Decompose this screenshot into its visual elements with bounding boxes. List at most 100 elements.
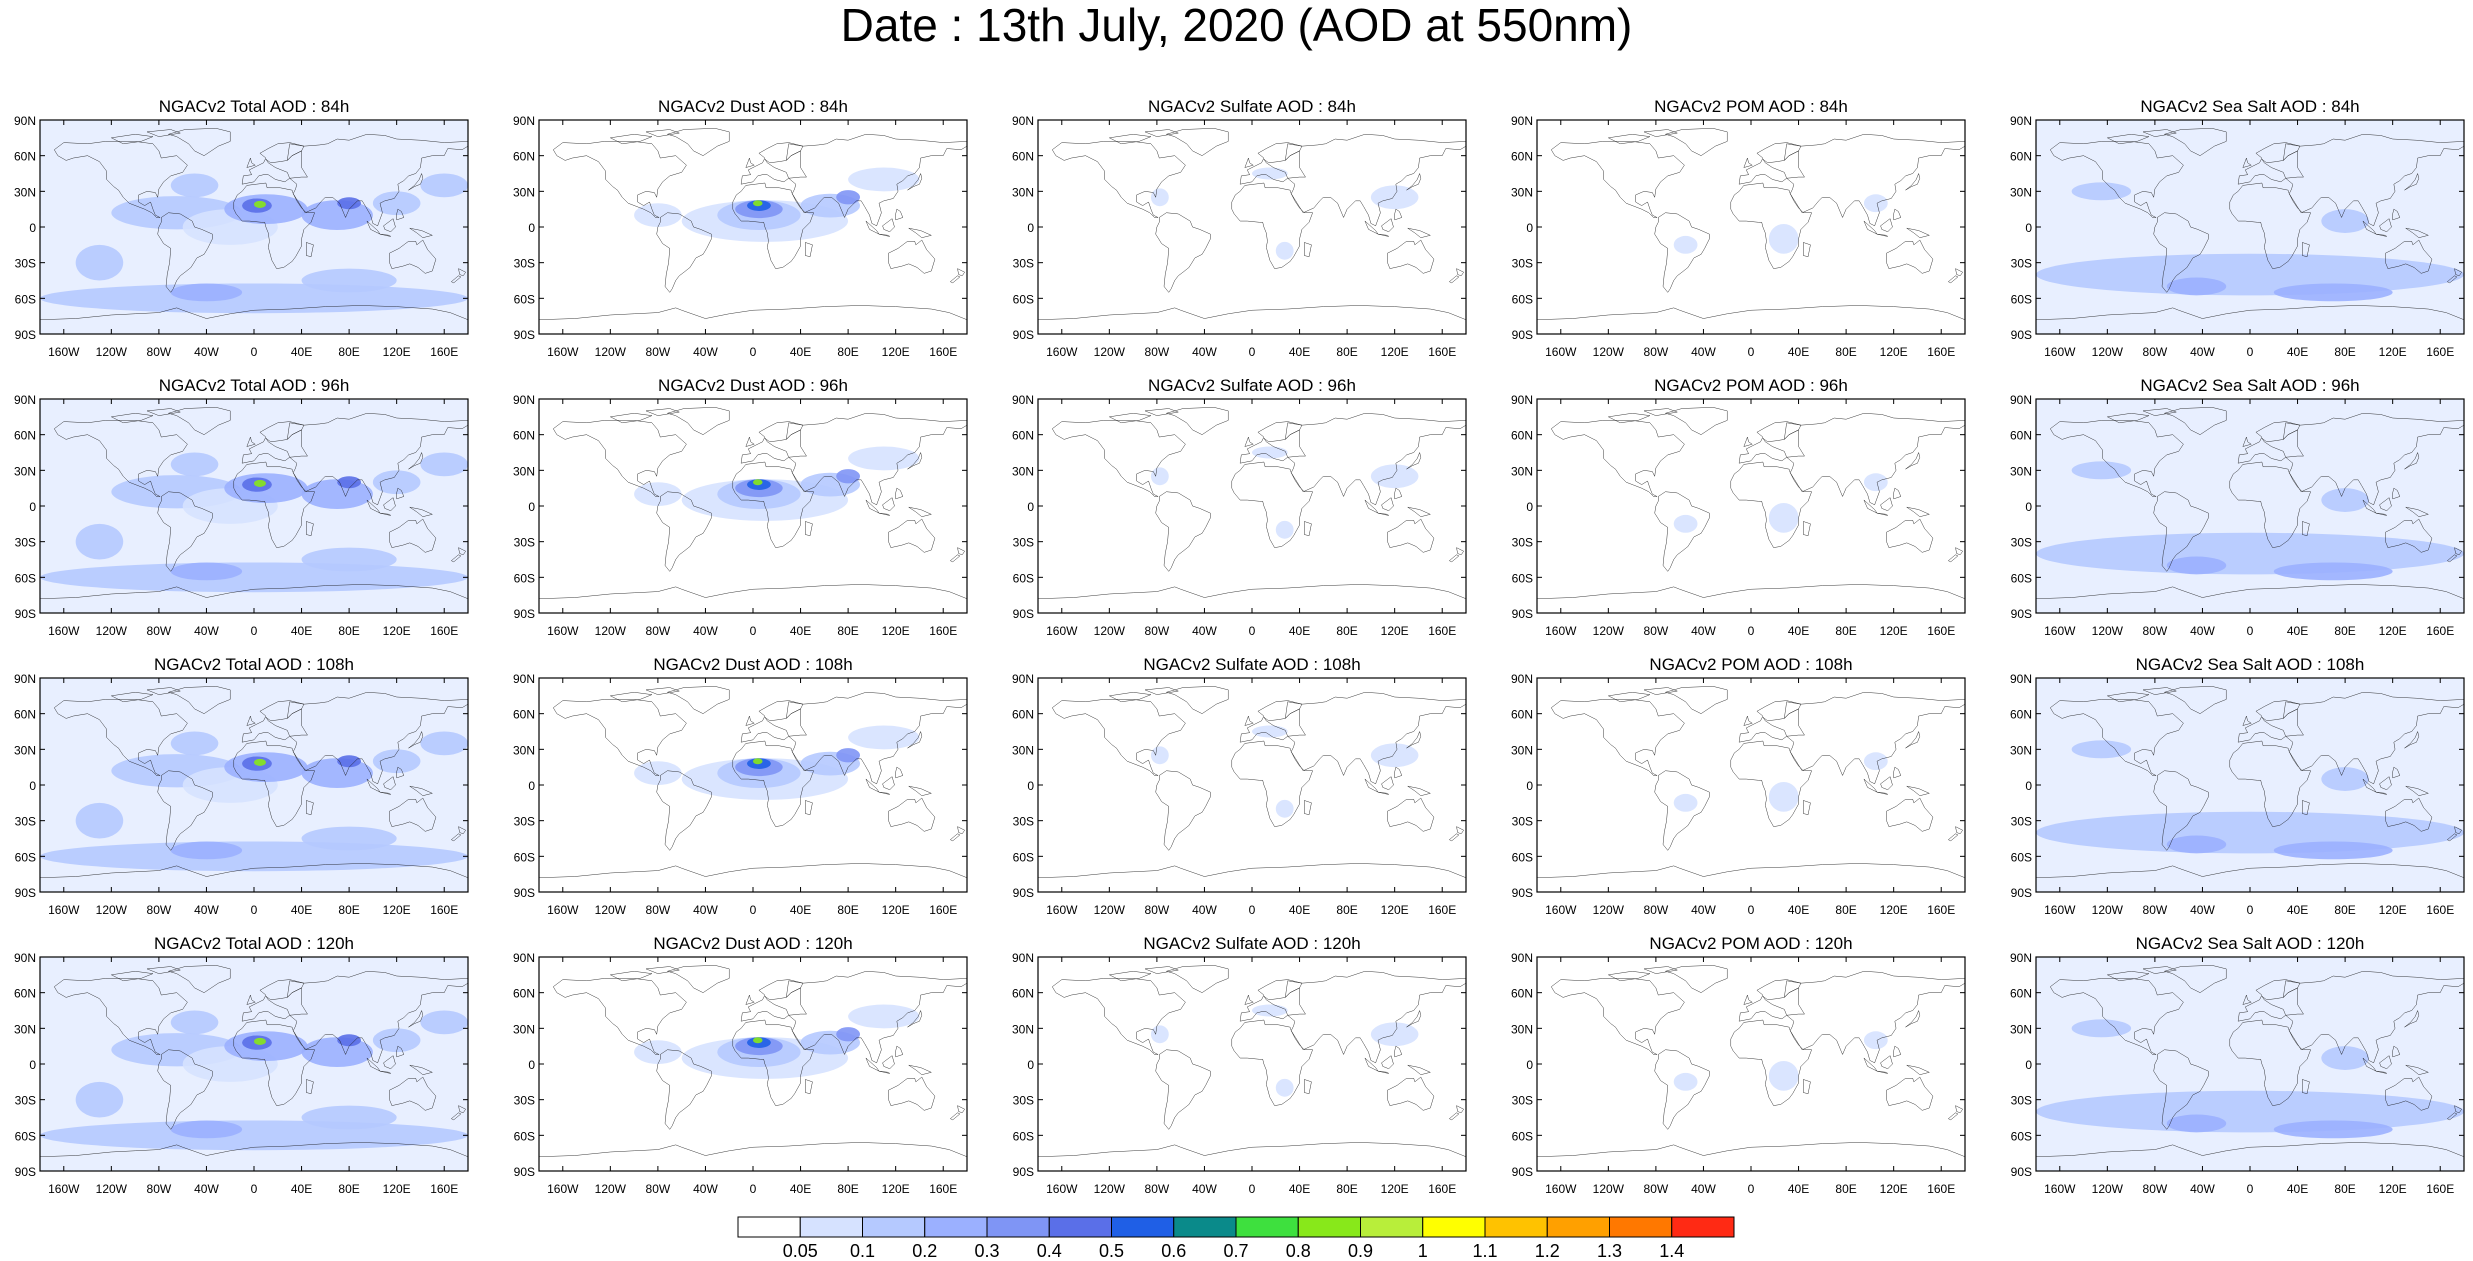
colorbar-swatch <box>1609 1216 1673 1238</box>
lat-tick-label: 90N <box>2010 393 2032 407</box>
lon-tick-label: 160E <box>1927 624 1955 638</box>
colorbar-label: 0.8 <box>1286 1241 1311 1261</box>
panel-title: NGACv2 POM AOD : 120h <box>1649 934 1852 953</box>
lat-tick-label: 60S <box>15 292 36 306</box>
lat-tick-label: 0 <box>2025 1058 2032 1072</box>
lon-tick-label: 120W <box>96 624 128 638</box>
lon-tick-label: 0 <box>2247 903 2254 917</box>
lat-tick-label: 60S <box>2011 1129 2032 1143</box>
aod-field <box>1673 752 1888 812</box>
lon-tick-label: 120E <box>882 1182 910 1196</box>
lon-tick-label: 80E <box>2334 345 2355 359</box>
aod-field <box>1150 167 1419 260</box>
lon-tick-label: 80W <box>1644 345 1669 359</box>
lon-tick-label: 160W <box>547 624 579 638</box>
lat-tick-label: 60S <box>1512 292 1533 306</box>
lon-tick-label: 120E <box>882 624 910 638</box>
lat-tick-label: 30N <box>2010 185 2032 199</box>
panel-title: NGACv2 Sea Salt AOD : 108h <box>2136 655 2365 674</box>
lon-tick-label: 40W <box>1192 903 1217 917</box>
map-panel: NGACv2 Total AOD : 108h 90N 60N 30N 0 30S 60S 9… <box>14 655 469 917</box>
lon-tick-label: 160E <box>1428 903 1456 917</box>
lon-tick-label: 120W <box>1593 345 1625 359</box>
lat-tick-label: 30N <box>513 185 535 199</box>
lon-tick-label: 120E <box>1880 345 1908 359</box>
lat-tick-label: 0 <box>2025 221 2032 235</box>
lon-tick-label: 0 <box>251 903 258 917</box>
lon-tick-label: 120W <box>1094 903 1126 917</box>
panel-title: NGACv2 Dust AOD : 84h <box>658 97 848 116</box>
lon-tick-label: 40W <box>2190 624 2215 638</box>
lat-tick-label: 30S <box>1013 536 1034 550</box>
lon-tick-label: 160W <box>2044 903 2076 917</box>
colorbar-label: 0.4 <box>1037 1241 1062 1261</box>
aod-field <box>40 399 468 613</box>
lat-tick-label: 0 <box>528 221 535 235</box>
lon-tick-label: 40E <box>1289 903 1310 917</box>
aod-field <box>2036 120 2464 334</box>
lon-tick-label: 120W <box>1593 1182 1625 1196</box>
lat-tick-label: 90N <box>2010 672 2032 686</box>
lon-tick-label: 40W <box>2190 1182 2215 1196</box>
lat-tick-label: 90S <box>514 1165 535 1179</box>
lat-tick-label: 30S <box>1512 257 1533 271</box>
lon-tick-label: 80W <box>646 903 671 917</box>
lon-tick-label: 80W <box>2143 903 2168 917</box>
colorbar-swatch <box>1111 1216 1175 1238</box>
lon-tick-label: 40W <box>1192 345 1217 359</box>
lon-tick-label: 120W <box>96 903 128 917</box>
colorbar-label: 0.7 <box>1223 1241 1248 1261</box>
lon-tick-label: 160E <box>2426 1182 2454 1196</box>
lat-tick-label: 30N <box>14 743 36 757</box>
lat-tick-label: 30S <box>1512 536 1533 550</box>
lat-tick-label: 90S <box>1013 328 1034 342</box>
panel-title: NGACv2 Sea Salt AOD : 120h <box>2136 934 2365 953</box>
lon-tick-label: 40E <box>2287 903 2308 917</box>
lat-tick-label: 90N <box>14 393 36 407</box>
lon-tick-label: 120E <box>1880 903 1908 917</box>
lon-tick-label: 120E <box>2379 1182 2407 1196</box>
map-panel: NGACv2 POM AOD : 120h 90N 60N 30N 0 30S 60S 90S… <box>1511 934 1966 1196</box>
colorbar-label: 1.2 <box>1535 1241 1560 1261</box>
lat-tick-label: 0 <box>528 1058 535 1072</box>
panel-title: NGACv2 POM AOD : 84h <box>1654 97 1848 116</box>
lon-tick-label: 80E <box>837 345 858 359</box>
lat-tick-label: 90N <box>1511 951 1533 965</box>
lon-tick-label: 80W <box>1145 345 1170 359</box>
lon-tick-label: 120E <box>1381 345 1409 359</box>
lon-tick-label: 80W <box>1644 624 1669 638</box>
lat-tick-label: 30S <box>1013 815 1034 829</box>
lon-tick-label: 160E <box>1927 903 1955 917</box>
lon-tick-label: 80E <box>338 1182 359 1196</box>
lat-tick-label: 30N <box>14 1022 36 1036</box>
lat-tick-label: 30N <box>2010 464 2032 478</box>
lon-tick-label: 40W <box>693 345 718 359</box>
lat-tick-label: 90N <box>1511 393 1533 407</box>
map-panel: NGACv2 Sea Salt AOD : 108h 90N 60N 30N 0 30S 6… <box>2010 655 2465 917</box>
lat-tick-label: 30N <box>1511 743 1533 757</box>
lon-tick-label: 160E <box>430 345 458 359</box>
lat-tick-label: 60N <box>513 429 535 443</box>
lon-tick-label: 160E <box>430 903 458 917</box>
lat-tick-label: 30N <box>1511 1022 1533 1036</box>
map-panel: NGACv2 Sulfate AOD : 96h 90N 60N 30N 0 30S 60S… <box>1012 376 1467 638</box>
lon-tick-label: 40E <box>1788 345 1809 359</box>
lat-tick-label: 90S <box>2011 1165 2032 1179</box>
lat-tick-label: 60N <box>2010 987 2032 1001</box>
lat-tick-label: 60S <box>15 1129 36 1143</box>
lon-tick-label: 80W <box>1644 903 1669 917</box>
lat-tick-label: 90S <box>1013 1165 1034 1179</box>
lon-tick-label: 160W <box>547 1182 579 1196</box>
colorbar-swatch <box>1484 1216 1548 1238</box>
lon-tick-label: 80E <box>837 903 858 917</box>
lon-tick-label: 160E <box>1927 345 1955 359</box>
lon-tick-label: 160W <box>1545 903 1577 917</box>
panel-title: NGACv2 POM AOD : 108h <box>1649 655 1852 674</box>
aod-field <box>634 1004 920 1079</box>
colorbar-swatch <box>1671 1216 1735 1238</box>
map-panel: NGACv2 Sea Salt AOD : 96h 90N 60N 30N 0 30S 60… <box>2010 376 2465 638</box>
lon-tick-label: 120E <box>383 624 411 638</box>
lat-tick-label: 90N <box>1012 672 1034 686</box>
lon-tick-label: 160E <box>430 624 458 638</box>
lat-tick-label: 60N <box>513 150 535 164</box>
